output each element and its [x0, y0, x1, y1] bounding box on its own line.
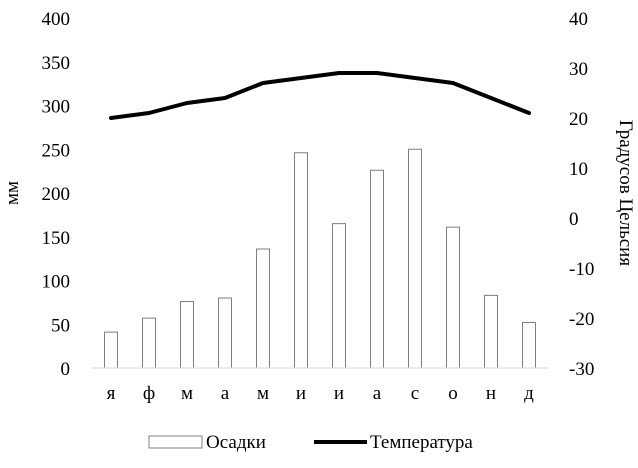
precipitation-bar: [218, 297, 232, 369]
precipitation-bar: [408, 148, 422, 369]
left-axis-title: мм: [2, 181, 23, 205]
precipitation-bar: [256, 248, 270, 369]
legend-swatch-precipitation: [148, 435, 203, 449]
category-label: я: [107, 383, 116, 404]
category-label: а: [373, 383, 382, 404]
precipitation-bars: [104, 148, 536, 369]
left-tick-label: 200: [42, 184, 71, 205]
left-tick-label: 400: [42, 9, 71, 30]
precipitation-bar: [446, 226, 460, 369]
right-tick-label: 20: [569, 109, 588, 130]
right-axis-ticks: -30 -20 -10 0 10 20 30 40: [569, 9, 594, 380]
category-label: и: [296, 383, 306, 404]
category-label: д: [524, 383, 534, 404]
category-label: ф: [143, 383, 155, 404]
left-tick-label: 0: [61, 359, 71, 380]
legend-label-temperature: Температура: [370, 432, 473, 453]
left-tick-label: 250: [42, 140, 71, 161]
precipitation-bar: [142, 317, 156, 369]
precipitation-bar: [332, 223, 346, 369]
right-tick-label: -10: [569, 259, 594, 280]
right-axis-title: Градусов Цельсия: [615, 120, 636, 266]
category-label: о: [448, 383, 458, 404]
precipitation-bar: [522, 322, 536, 369]
right-tick-label: -30: [569, 359, 594, 380]
precipitation-bar: [484, 294, 498, 369]
right-tick-label: 40: [569, 9, 588, 30]
legend-label-precipitation: Осадки: [206, 432, 266, 453]
category-label: м: [181, 383, 193, 404]
left-tick-label: 100: [42, 272, 71, 293]
precipitation-bar: [370, 169, 384, 369]
category-label: н: [486, 383, 496, 404]
right-tick-label: 30: [569, 59, 588, 80]
temperature-line: [109, 71, 531, 120]
category-label: с: [411, 383, 419, 404]
right-tick-label: 10: [569, 159, 588, 180]
left-tick-label: 150: [42, 228, 71, 249]
precipitation-bar: [294, 152, 308, 369]
precipitation-bar: [180, 301, 194, 369]
right-tick-label: -20: [569, 309, 594, 330]
right-tick-label: 0: [569, 209, 579, 230]
legend: Осадки Температура: [148, 432, 473, 453]
left-tick-label: 50: [51, 315, 70, 336]
left-axis-ticks: 0 50 100 150 200 250 300 350 400: [42, 9, 71, 380]
precipitation-bar: [104, 331, 118, 369]
left-tick-label: 300: [42, 97, 71, 118]
temperature-line-layer: [109, 71, 531, 120]
left-tick-label: 350: [42, 53, 71, 74]
category-label: и: [334, 383, 344, 404]
category-label: а: [221, 383, 230, 404]
category-label: м: [257, 383, 269, 404]
